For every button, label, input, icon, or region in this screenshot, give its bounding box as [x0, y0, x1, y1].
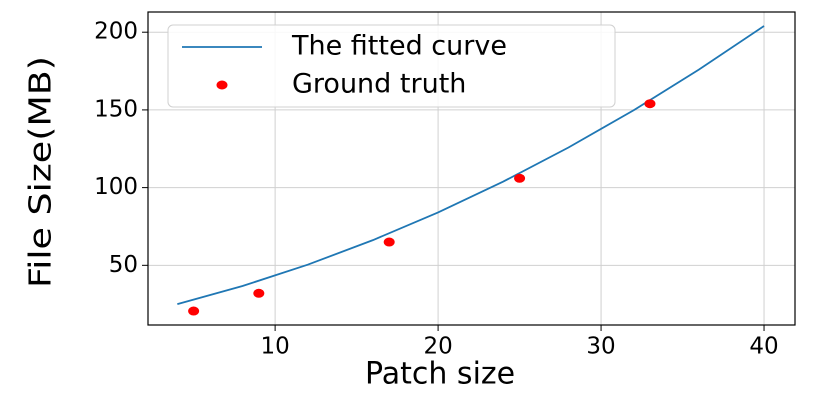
x-tick-label: 30	[586, 334, 615, 360]
legend-label: Ground truth	[292, 69, 466, 100]
legend-marker	[216, 80, 228, 90]
y-axis-label: File Size(MB)	[24, 56, 59, 288]
data-point	[253, 288, 265, 298]
y-tick-label: 150	[94, 96, 138, 122]
x-tick-label: 10	[260, 334, 289, 360]
y-tick-label: 200	[94, 19, 138, 45]
y-tick-label: 100	[94, 174, 138, 200]
legend: The fitted curve Ground truth	[167, 24, 616, 108]
data-point	[383, 237, 395, 247]
legend-label: The fitted curve	[291, 31, 507, 62]
y-tick-label: 50	[109, 252, 138, 278]
x-tick-label: 40	[749, 334, 778, 360]
plot-frame	[147, 11, 796, 326]
fitted-curve	[177, 25, 765, 306]
legend-box	[167, 24, 616, 108]
data-point	[644, 99, 656, 109]
data-point	[188, 306, 200, 316]
data-point	[514, 173, 526, 183]
x-axis-label: Patch size	[365, 357, 515, 392]
x-tick-label: 20	[423, 334, 452, 360]
